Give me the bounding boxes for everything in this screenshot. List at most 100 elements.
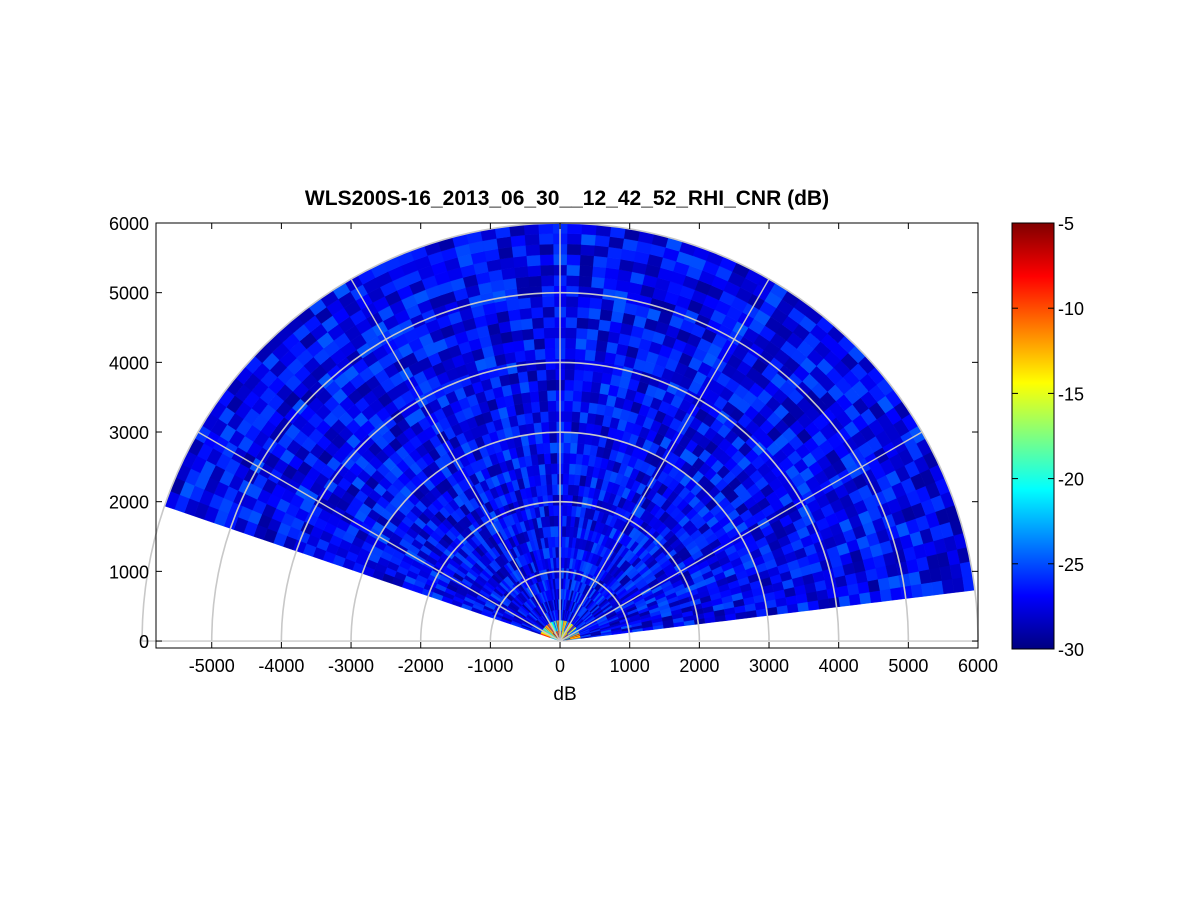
sector-cell [537, 233, 554, 245]
sector-cell [539, 275, 555, 287]
sector-cell [565, 233, 582, 245]
angle-spoke [197, 431, 561, 642]
sector-cell [579, 244, 595, 257]
sector-cell [572, 379, 584, 392]
sector-cell [546, 390, 557, 402]
x-tick-label: 6000 [958, 656, 998, 676]
x-tick-label: 1000 [610, 656, 650, 676]
sector-cell [565, 254, 581, 266]
x-tick-label: 5000 [888, 656, 928, 676]
sector-cell [529, 306, 544, 319]
sector-cell [562, 421, 572, 433]
sector-cell [525, 254, 541, 267]
chart-title: WLS200S-16_2013_06_30__12_42_52_RHI_CNR … [305, 187, 829, 210]
angle-spoke [350, 278, 561, 642]
colorbar-tick-label: -5 [1058, 214, 1074, 234]
angle-spoke [559, 431, 923, 642]
sector-cell [561, 494, 568, 506]
sector-cell [569, 432, 579, 444]
colorbar-tick-label: -20 [1058, 470, 1084, 490]
sector-cell [577, 275, 593, 288]
angle-spoke [559, 278, 770, 642]
x-tick-label: -3000 [328, 656, 374, 676]
sector-cell [565, 222, 583, 235]
x-tick-label: 2000 [679, 656, 719, 676]
sector-cell [526, 265, 542, 277]
y-tick-label: 5000 [109, 284, 149, 304]
axis-ticks [156, 222, 979, 648]
sector-cell [590, 265, 607, 279]
colorbar-tick-label: -25 [1058, 555, 1084, 575]
sector-cell [540, 285, 555, 297]
sector-cell [576, 285, 592, 298]
sector-cell [569, 442, 578, 454]
sector-cell [603, 267, 620, 281]
sector-cell [563, 358, 576, 370]
sector-cell [561, 484, 569, 496]
axes-box [155, 222, 979, 649]
sector-cell [570, 421, 580, 434]
x-tick-label: 0 [555, 656, 565, 676]
sector-cell [545, 379, 556, 391]
sector-cell [532, 338, 545, 350]
sector-cell [587, 307, 602, 320]
sector-cell [591, 255, 608, 268]
x-tick-label: -5000 [189, 656, 235, 676]
sector-cell [541, 306, 555, 318]
sector-cell [547, 410, 557, 423]
sector-cell [578, 254, 594, 267]
sector-cell [563, 379, 574, 391]
y-tick-label: 4000 [109, 353, 149, 373]
sector-cell [533, 348, 546, 361]
y-tick-labels: 0 1000 2000 3000 4000 5000 6000 [109, 214, 149, 652]
sector-cell [585, 328, 599, 341]
x-tick-label: -1000 [467, 656, 513, 676]
y-tick-label: 3000 [109, 423, 149, 443]
sector-cell [588, 297, 603, 310]
sector-cell [568, 452, 577, 465]
sector-cell [602, 277, 618, 291]
colorbar-tick-label: -30 [1058, 640, 1084, 660]
y-tick-label: 2000 [109, 493, 149, 513]
colorbar-gradient [1011, 222, 1055, 650]
sector-cell [600, 287, 616, 301]
sector-cell [563, 348, 576, 360]
sector-cell [577, 265, 594, 277]
sector-cell [563, 369, 575, 381]
sector-cell [544, 369, 556, 381]
sector-cell [564, 337, 577, 350]
sector-cell [564, 285, 579, 297]
sector-cell [563, 400, 573, 412]
sector-cell [524, 244, 541, 257]
sector-cell [562, 452, 571, 464]
colorbar-tick-label: -15 [1058, 384, 1084, 404]
sector-cell [541, 316, 555, 329]
sector-cell [586, 317, 600, 331]
sector-cell [565, 264, 580, 277]
sector-cell [510, 245, 527, 258]
sector-cell [547, 421, 557, 433]
sector-cell [562, 473, 570, 485]
sector-cell [579, 233, 596, 246]
sector-cell [536, 222, 554, 235]
sector-cell [548, 431, 557, 444]
sector-cell [563, 389, 574, 402]
sector-cell [575, 306, 590, 319]
scan-sector [164, 222, 976, 642]
sector-cell [561, 504, 568, 517]
sector-cell [562, 442, 571, 454]
sector-cell [589, 276, 605, 289]
x-tick-label: -2000 [398, 656, 444, 676]
sector-cell [546, 400, 557, 412]
plot-area [141, 222, 979, 649]
sector-cell [543, 337, 556, 350]
sector-cell [527, 285, 543, 298]
x-tick-label: 4000 [819, 656, 859, 676]
sector-cell [575, 317, 589, 329]
sector-cell [523, 233, 540, 246]
sector-cell [531, 327, 545, 340]
sector-cell [593, 234, 610, 248]
sector-cell [537, 243, 554, 256]
sector-cell [526, 275, 542, 288]
